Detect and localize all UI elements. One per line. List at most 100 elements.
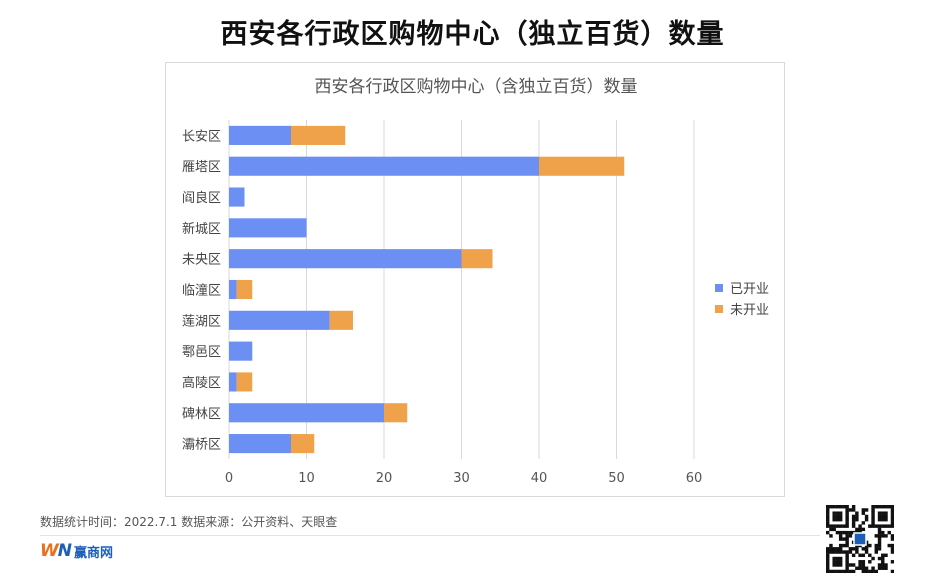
legend-swatch-unopened	[715, 304, 723, 313]
grid-lines	[228, 120, 695, 459]
bar-unopened	[461, 249, 493, 269]
qr-module	[861, 553, 866, 558]
bar-unopened	[539, 156, 625, 176]
qr-module	[881, 553, 885, 558]
qr-module	[838, 547, 843, 551]
category-label: 长安区	[182, 129, 221, 144]
qr-module	[829, 534, 833, 538]
qr-module	[890, 514, 894, 519]
bar-opened	[229, 341, 253, 361]
x-tick-label: 20	[376, 471, 393, 486]
qr-module	[871, 505, 875, 509]
qr-module	[858, 563, 862, 567]
qr-module	[826, 521, 830, 525]
qr-module	[877, 563, 882, 567]
qr-module	[826, 550, 830, 554]
category-label: 鄠邑区	[182, 345, 221, 360]
qr-module	[871, 514, 875, 519]
qr-module	[848, 569, 853, 573]
qr-module	[851, 569, 856, 573]
qr-module	[845, 566, 849, 570]
qr-module	[884, 524, 888, 528]
qr-module	[890, 508, 894, 512]
qr-module	[868, 543, 872, 548]
qr-module	[842, 543, 846, 548]
qr-module	[845, 508, 849, 512]
qr-module	[835, 524, 840, 528]
category-label: 阎良区	[182, 190, 221, 206]
qr-module	[832, 524, 836, 528]
qr-module	[851, 553, 856, 558]
category-label: 高陵区	[182, 375, 221, 391]
qr-module	[890, 547, 894, 551]
source-note: 数据统计时间：2022.7.1 数据来源：公开资料、天眼查	[40, 515, 338, 529]
qr-module	[877, 540, 882, 545]
qr-module	[890, 524, 894, 528]
qr-module	[858, 527, 862, 532]
logo-text: 赢商网	[74, 545, 114, 561]
qr-module	[861, 566, 866, 570]
qr-module	[838, 534, 843, 538]
qr-module	[835, 550, 840, 554]
qr-module	[855, 514, 859, 519]
qr-module	[890, 521, 894, 525]
legend-label-opened: 已开业	[730, 282, 770, 297]
qr-module	[832, 505, 836, 509]
qr-module	[835, 556, 840, 561]
qr-module	[826, 563, 830, 567]
qr-module	[890, 534, 894, 538]
bar-opened	[229, 249, 462, 269]
qr-module	[877, 566, 882, 570]
qr-module	[832, 514, 836, 519]
bar-unopened	[384, 403, 408, 423]
qr-module	[861, 547, 866, 551]
qr-module	[851, 547, 856, 551]
qr-module	[832, 517, 836, 522]
qr-module	[845, 505, 849, 509]
bar-unopened	[236, 372, 253, 392]
x-tick-label: 50	[608, 471, 625, 486]
qr-module	[861, 560, 866, 564]
legend-label-unopened: 未开业	[730, 303, 770, 318]
qr-module	[877, 556, 882, 561]
bar-chart: 西安各行政区购物中心（含独立百货）数量 长安区雁塔区阎良区新城区未央区临潼区莲湖…	[182, 77, 702, 486]
qr-module	[832, 527, 836, 532]
qr-module	[884, 517, 888, 522]
qr-module	[832, 560, 836, 564]
bar-unopened	[291, 125, 346, 145]
qr-code-icon	[826, 505, 894, 573]
qr-module	[887, 505, 891, 509]
qr-module	[890, 517, 894, 522]
qr-module	[835, 530, 840, 535]
bar-unopened	[291, 434, 315, 454]
qr-module	[851, 563, 856, 567]
qr-module	[890, 569, 894, 573]
qr-module	[884, 553, 888, 558]
x-tick-label: 0	[225, 471, 233, 486]
qr-module	[877, 534, 882, 538]
qr-module	[826, 560, 830, 564]
qr-module	[832, 550, 836, 554]
qr-module	[838, 537, 843, 541]
qr-module	[851, 505, 856, 509]
legend-item-opened: 已开业	[715, 277, 769, 298]
category-label: 雁塔区	[182, 160, 221, 175]
qr-module	[861, 521, 866, 525]
qr-module	[881, 563, 885, 567]
qr-module	[881, 560, 885, 564]
qr-module	[881, 514, 885, 519]
qr-module	[826, 514, 830, 519]
qr-module	[881, 556, 885, 561]
qr-module	[890, 550, 894, 554]
qr-module	[845, 524, 849, 528]
qr-module	[838, 517, 843, 522]
qr-module	[842, 537, 846, 541]
qr-center-logo	[853, 532, 867, 546]
qr-module	[877, 530, 882, 535]
qr-module	[855, 566, 859, 570]
qr-module	[826, 566, 830, 570]
qr-module	[877, 505, 882, 509]
qr-module	[845, 550, 849, 554]
bar-opened	[229, 125, 291, 145]
bar-opened	[229, 156, 539, 176]
